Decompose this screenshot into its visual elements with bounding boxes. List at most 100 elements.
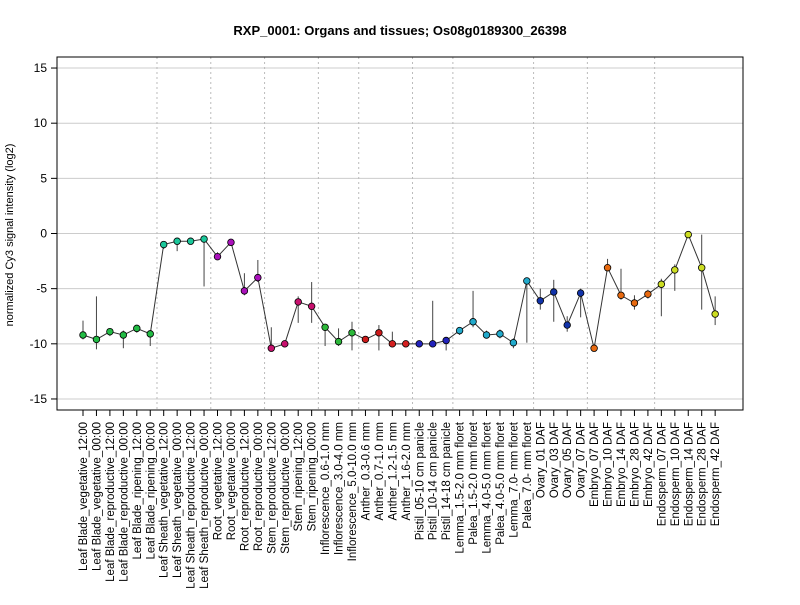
data-point bbox=[523, 277, 531, 285]
series-line bbox=[82, 233, 716, 349]
x-tick-label: Ovary_05 DAF bbox=[562, 422, 574, 498]
data-point bbox=[415, 340, 423, 348]
data-point bbox=[698, 263, 706, 272]
y-tick-label: 5 bbox=[40, 171, 47, 185]
group-separators bbox=[156, 57, 656, 410]
data-point bbox=[455, 326, 464, 335]
x-tick-label: Leaf Sheath_reproductive_12:00 bbox=[186, 422, 198, 589]
data-point bbox=[119, 331, 128, 339]
data-point bbox=[684, 230, 692, 239]
data-point bbox=[79, 331, 87, 339]
series bbox=[79, 230, 719, 352]
y-tick-label: 10 bbox=[34, 116, 48, 130]
data-point bbox=[159, 240, 168, 249]
data-point bbox=[321, 323, 329, 331]
x-tick-label: Leaf Sheath_vegetative_00:00 bbox=[172, 422, 184, 578]
x-tick-label: Pistil_10-14 cm panicle bbox=[428, 422, 440, 540]
x-tick-label: Palea_4.0-5.0 mm floret bbox=[495, 421, 507, 545]
x-tick-label: Embryo_10 DAF bbox=[603, 422, 615, 507]
data-point bbox=[361, 335, 370, 344]
data-point bbox=[281, 340, 289, 348]
x-tick-label: Embryo_07 DAF bbox=[589, 422, 601, 507]
data-point bbox=[590, 344, 598, 352]
y-tick-label: -5 bbox=[36, 282, 47, 296]
x-tick-label: Ovary_01 DAF bbox=[535, 422, 547, 498]
data-point bbox=[536, 297, 544, 305]
data-point bbox=[429, 340, 437, 348]
x-tick-label: Lemma_1.5-2.0 mm floret bbox=[455, 421, 467, 553]
x-tick-label: Anther_1.2-1.5 mm bbox=[387, 422, 399, 520]
data-point bbox=[617, 291, 625, 299]
x-tick-label: Leaf Blade_ripening_00:00 bbox=[145, 422, 157, 559]
data-point bbox=[509, 339, 518, 347]
data-point bbox=[442, 336, 450, 345]
data-point bbox=[388, 340, 397, 348]
data-point bbox=[576, 289, 585, 297]
x-tick-label: Stem_ripening_12:00 bbox=[293, 422, 305, 531]
x-tick-label: Root_vegetative_12:00 bbox=[213, 422, 225, 540]
x-tick-label: Leaf Blade_reproductive_12:00 bbox=[105, 422, 117, 582]
data-point bbox=[603, 263, 612, 272]
data-point bbox=[186, 237, 195, 245]
x-tick-label: Ovary_07 DAF bbox=[576, 422, 588, 498]
x-tick-label: Leaf Blade_reproductive_00:00 bbox=[118, 422, 130, 582]
x-tick-label: Anther_1.6-2.0 mm bbox=[401, 422, 413, 520]
x-tick-label: Lemma_4.0-5.0 mm floret bbox=[482, 421, 494, 553]
plot-frame bbox=[56, 56, 744, 411]
x-tick-label: Palea_7.0- mm floret bbox=[522, 421, 534, 529]
x-tick-label: Stem_reproductive_00:00 bbox=[280, 422, 292, 554]
y-tick-label: -10 bbox=[30, 337, 48, 351]
data-point bbox=[550, 288, 558, 296]
data-point bbox=[671, 266, 679, 274]
data-point bbox=[630, 299, 639, 307]
data-point bbox=[213, 252, 222, 261]
x-tick-label: Pistil_14-18 cm panicle bbox=[441, 422, 453, 540]
x-tick-label: Stem_ripening_00:00 bbox=[307, 422, 319, 531]
data-point bbox=[92, 335, 101, 344]
data-point bbox=[563, 321, 571, 329]
x-tick-label: Endosperm_28 DAF bbox=[697, 422, 709, 526]
x-tick-label: Leaf Blade_ripening_12:00 bbox=[132, 422, 144, 559]
x-tick-label: Stem_reproductive_12:00 bbox=[266, 422, 278, 554]
data-point bbox=[334, 337, 343, 346]
data-point bbox=[227, 238, 235, 247]
data-point bbox=[173, 237, 181, 245]
data-point bbox=[307, 302, 316, 311]
grid bbox=[57, 67, 743, 400]
x-tick-label: Leaf Blade_vegetative_12:00 bbox=[78, 422, 90, 571]
x-tick-label: Leaf Sheath_reproductive_00:00 bbox=[199, 422, 211, 589]
data-point bbox=[482, 331, 491, 339]
x-tick-label: Inflorescence_5.0-10.0 mm bbox=[347, 422, 359, 561]
data-point bbox=[200, 235, 208, 243]
x-tick-label: Leaf Sheath_vegetative_12:00 bbox=[159, 422, 171, 578]
x-tick-label: Embryo_28 DAF bbox=[629, 422, 641, 507]
x-tick-label: Endosperm_07 DAF bbox=[656, 422, 668, 526]
x-tick-label: Anther_0.7-1.0 mm bbox=[374, 422, 386, 520]
y-tick-label: 15 bbox=[34, 61, 48, 75]
x-tick-label: Palea_1.5-2.0 mm floret bbox=[468, 421, 480, 545]
x-tick-label: Endosperm_14 DAF bbox=[683, 422, 695, 526]
x-tick-label: Lemma_7.0- mm floret bbox=[508, 421, 520, 537]
x-tick-label: Ovary_03 DAF bbox=[549, 422, 561, 498]
x-tick-label: Pistil_05-10 cm panicle bbox=[414, 422, 426, 540]
data-point bbox=[402, 340, 410, 348]
data-point bbox=[469, 318, 477, 326]
x-tick-label: Anther_0.3-0.6 mm bbox=[360, 422, 372, 520]
x-tick-label: Inflorescence_3.0-4.0 mm bbox=[334, 422, 346, 555]
x-tick-label: Embryo_42 DAF bbox=[643, 422, 655, 507]
data-point bbox=[644, 290, 652, 298]
data-point bbox=[375, 329, 383, 337]
x-tick-label: Root_reproductive_12:00 bbox=[239, 422, 251, 551]
x-tick-label: Root_reproductive_00:00 bbox=[253, 422, 265, 551]
y-tick-label: 0 bbox=[40, 227, 47, 241]
data-point bbox=[294, 298, 302, 306]
x-tick-label: Endosperm_10 DAF bbox=[670, 422, 682, 526]
data-point bbox=[254, 273, 262, 282]
x-tick-label: Root_vegetative_00:00 bbox=[226, 422, 238, 540]
chart-title: RXP_0001: Organs and tissues; Os08g01893… bbox=[233, 23, 566, 38]
y-tick-label: -15 bbox=[30, 392, 48, 406]
data-point bbox=[711, 310, 719, 318]
x-tick-label: Inflorescence_0.6-1.0 mm bbox=[320, 422, 332, 555]
